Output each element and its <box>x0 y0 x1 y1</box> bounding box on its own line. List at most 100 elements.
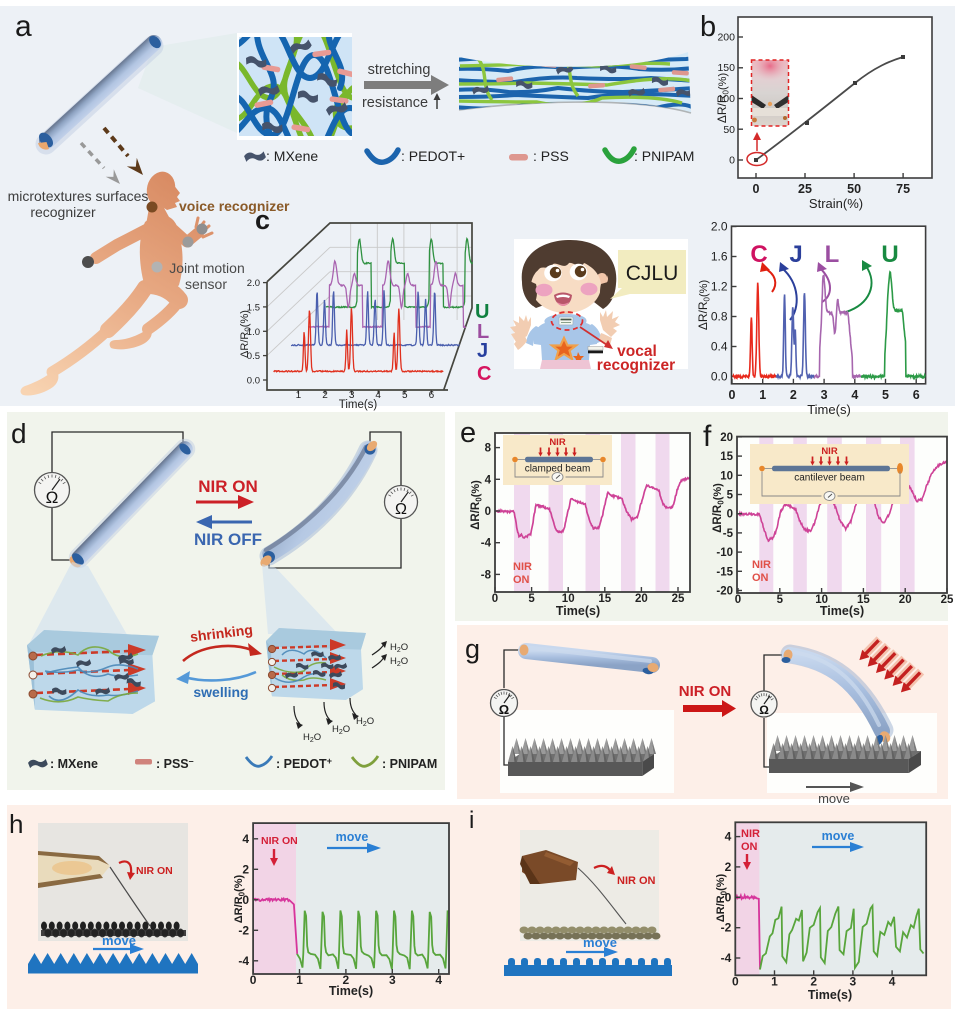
svg-text:-5: -5 <box>723 528 734 540</box>
svg-text:: PNIPAM: : PNIPAM <box>634 148 694 164</box>
svg-text:0.0: 0.0 <box>711 370 728 384</box>
svg-text:0: 0 <box>250 973 257 987</box>
svg-text:Ω: Ω <box>759 703 769 717</box>
svg-text:NIR ON: NIR ON <box>136 865 173 877</box>
svg-text:1: 1 <box>296 390 302 401</box>
svg-text:Strain(%): Strain(%) <box>809 196 863 211</box>
svg-text:4: 4 <box>485 474 492 486</box>
svg-text:stretching: stretching <box>368 62 431 78</box>
svg-text:C: C <box>750 241 767 268</box>
svg-text:0: 0 <box>727 509 733 521</box>
svg-text:2: 2 <box>242 862 249 876</box>
svg-text:: PNIPAM: : PNIPAM <box>382 757 437 771</box>
svg-text:-2: -2 <box>238 923 249 937</box>
svg-text:resistance: resistance <box>362 95 428 111</box>
svg-text:20: 20 <box>635 593 648 605</box>
svg-text:0: 0 <box>242 893 249 907</box>
svg-text:-4: -4 <box>721 951 732 965</box>
svg-text:i: i <box>469 807 474 834</box>
svg-text:NIR: NIR <box>752 559 771 571</box>
svg-text:: MXene: : MXene <box>50 757 98 771</box>
svg-text:NIR: NIR <box>513 561 532 573</box>
svg-text:H2O: H2O <box>332 724 350 736</box>
svg-text:4: 4 <box>851 388 858 402</box>
svg-text:2: 2 <box>790 388 797 402</box>
svg-text:NIR: NIR <box>549 437 566 448</box>
svg-text:voice recognizer: voice recognizer <box>179 198 290 214</box>
svg-text:vocal: vocal <box>617 343 657 360</box>
svg-text:Time(s): Time(s) <box>820 604 864 618</box>
svg-text:100: 100 <box>717 93 735 105</box>
svg-text:200: 200 <box>717 32 735 44</box>
svg-text:g: g <box>465 634 480 664</box>
svg-text:1: 1 <box>771 974 778 988</box>
svg-text:0: 0 <box>725 890 732 904</box>
svg-text:ON: ON <box>513 574 530 586</box>
svg-text:0.8: 0.8 <box>711 310 728 324</box>
svg-text:shrinking: shrinking <box>189 621 253 645</box>
svg-text:0.5: 0.5 <box>247 351 260 362</box>
svg-text:8: 8 <box>485 443 492 455</box>
svg-text:C: C <box>477 363 491 385</box>
svg-text:5: 5 <box>882 388 889 402</box>
svg-text:L: L <box>477 321 489 343</box>
svg-text:0: 0 <box>732 974 739 988</box>
svg-text:: PEDOT+: : PEDOT+ <box>401 148 465 164</box>
svg-text:0.4: 0.4 <box>711 340 728 354</box>
svg-text:10: 10 <box>815 594 828 606</box>
svg-text:move: move <box>102 933 136 948</box>
svg-text:H2O: H2O <box>356 716 374 728</box>
svg-text:Ω: Ω <box>46 488 59 507</box>
svg-text:a: a <box>15 10 32 43</box>
svg-text:3: 3 <box>850 974 857 988</box>
svg-text:4: 4 <box>889 974 896 988</box>
svg-text:4: 4 <box>725 830 732 844</box>
svg-text:h: h <box>9 809 23 839</box>
svg-text:2: 2 <box>343 973 350 987</box>
svg-text:50: 50 <box>847 182 861 196</box>
svg-text:: PEDOT+: : PEDOT+ <box>276 756 332 771</box>
svg-text:2.0: 2.0 <box>247 278 260 289</box>
svg-text:2: 2 <box>810 974 817 988</box>
svg-text:Time(s): Time(s) <box>329 984 373 998</box>
svg-text:0: 0 <box>492 593 498 605</box>
svg-text:5: 5 <box>528 593 535 605</box>
svg-text:20: 20 <box>899 594 912 606</box>
svg-text:4: 4 <box>242 832 249 846</box>
svg-text:NIR: NIR <box>821 446 838 457</box>
svg-text:U: U <box>475 301 489 323</box>
svg-text:ΔR/R0(%): ΔR/R0(%) <box>715 873 729 922</box>
svg-text:sensor: sensor <box>185 276 227 292</box>
svg-text:f: f <box>703 420 712 453</box>
svg-text:Time(s): Time(s) <box>807 402 851 417</box>
svg-text:15: 15 <box>598 593 611 605</box>
svg-text:ΔR/R0(%): ΔR/R0(%) <box>712 483 726 533</box>
svg-text:NIR ON: NIR ON <box>261 835 298 847</box>
svg-text:CJLU: CJLU <box>626 262 679 285</box>
svg-text:20: 20 <box>720 432 733 444</box>
svg-text:-4: -4 <box>481 538 492 550</box>
svg-text:: PSS–: : PSS– <box>156 756 194 771</box>
svg-text:75: 75 <box>896 182 910 196</box>
svg-text:ON: ON <box>752 572 769 584</box>
svg-text:ΔR/R0(%): ΔR/R0(%) <box>696 280 712 330</box>
svg-text:-4: -4 <box>238 954 249 968</box>
svg-text:microtextures surfaces: microtextures surfaces <box>8 188 149 204</box>
svg-text:move: move <box>822 829 855 843</box>
svg-text:10: 10 <box>720 470 733 482</box>
svg-text:1.5: 1.5 <box>247 302 260 313</box>
svg-text:-20: -20 <box>716 586 733 598</box>
svg-text:H2O: H2O <box>390 656 408 668</box>
svg-text:NIR OFF: NIR OFF <box>194 530 262 549</box>
svg-text:Time(s): Time(s) <box>808 988 852 1002</box>
svg-text:50: 50 <box>723 124 735 136</box>
svg-text:-8: -8 <box>481 569 492 581</box>
svg-text:Time(s): Time(s) <box>556 604 600 618</box>
svg-text:3: 3 <box>389 973 396 987</box>
svg-text:1: 1 <box>296 973 303 987</box>
svg-text:-10: -10 <box>716 547 733 559</box>
svg-text:H2O: H2O <box>303 732 321 744</box>
svg-text:0: 0 <box>735 594 741 606</box>
svg-text:2.0: 2.0 <box>711 220 728 234</box>
svg-text:NIR ON: NIR ON <box>617 875 656 887</box>
